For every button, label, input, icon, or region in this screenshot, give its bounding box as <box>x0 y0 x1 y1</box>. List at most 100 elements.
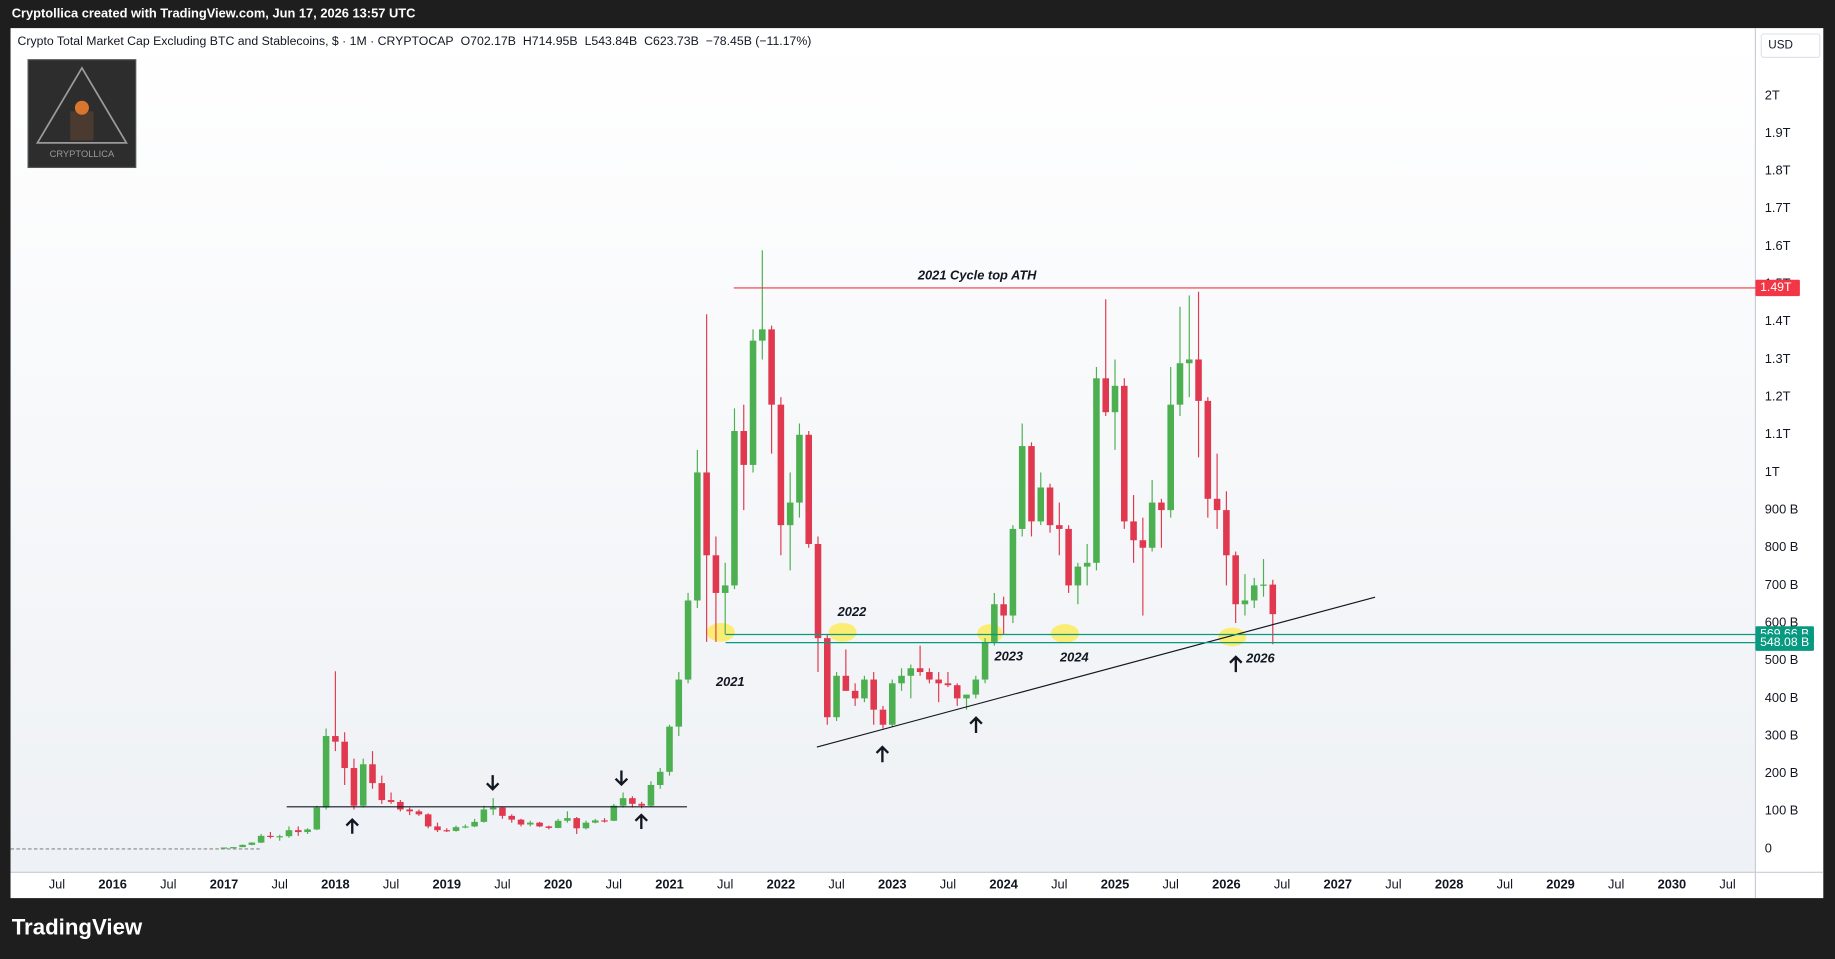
annotation: 2021 Cycle top ATH <box>917 268 1037 283</box>
logo-fire <box>74 100 89 115</box>
candle-body <box>610 805 618 821</box>
price-axis <box>1755 28 1824 873</box>
candle-body <box>1148 502 1156 548</box>
candle-body <box>694 472 701 601</box>
candle-body <box>322 736 330 808</box>
candle-body <box>703 472 710 556</box>
candle-body <box>387 800 395 802</box>
candle-body <box>926 672 933 680</box>
y-tick-label: 800 B <box>1765 539 1799 554</box>
arrows <box>345 655 1243 834</box>
price-label-box <box>1755 634 1814 651</box>
candle-body <box>406 809 413 812</box>
logo-triangle <box>35 66 128 144</box>
candle-body <box>1213 498 1221 511</box>
candle-body <box>517 819 525 825</box>
x-tick-label: 2025 <box>1101 877 1130 892</box>
x-tick-label: 2022 <box>767 877 796 892</box>
y-tick-label: 0 <box>1765 840 1772 855</box>
candle-body <box>721 585 729 593</box>
price-label: 548.08 B <box>1760 635 1809 649</box>
x-tick-label: Jul <box>717 877 733 892</box>
y-tick-label: 200 B <box>1765 765 1799 780</box>
chart-title: Crypto Total Market Cap Excluding BTC an… <box>18 34 454 48</box>
candle-body <box>1000 604 1007 616</box>
x-tick-label: 2016 <box>98 877 127 892</box>
candle-body <box>462 826 469 828</box>
candle-body <box>536 822 543 827</box>
candle-body <box>814 543 822 639</box>
candle-body <box>907 668 915 676</box>
candle-body <box>861 679 868 699</box>
candle-body <box>712 555 720 593</box>
y-tick-label: 1.7T <box>1765 200 1791 215</box>
candle-body <box>824 638 831 718</box>
candle-body <box>1037 487 1045 522</box>
candle-body <box>833 675 840 718</box>
annotation: 2024 <box>1059 649 1089 664</box>
candle-body <box>220 847 228 849</box>
candle-body <box>953 685 961 699</box>
x-tick-label: Jul <box>160 877 176 892</box>
currency-box[interactable] <box>1760 33 1821 58</box>
x-tick-label: 2027 <box>1323 877 1352 892</box>
candle-body <box>1028 446 1035 522</box>
x-tick-label: Jul <box>1608 877 1624 892</box>
candle-body <box>935 679 942 684</box>
y-tick-label: 600 B <box>1765 614 1799 629</box>
annotation: 2023 <box>993 648 1023 663</box>
candle-body <box>666 726 673 772</box>
candle-body <box>1250 585 1258 601</box>
x-tick-label: Jul <box>828 877 844 892</box>
x-tick-label: 2018 <box>321 877 350 892</box>
x-tick-label: Jul <box>1051 877 1067 892</box>
candle-body <box>508 815 516 820</box>
candle-body <box>230 847 237 849</box>
candle-body <box>898 675 905 684</box>
candle-body <box>1074 566 1082 586</box>
candle-body <box>656 771 664 785</box>
y-tick-label: 1.9T <box>1765 125 1791 140</box>
x-tick-label: Jul <box>1274 877 1290 892</box>
candle-body <box>638 803 645 806</box>
credit: Cryptollica created with TradingView.com… <box>12 5 416 20</box>
x-tick-label: 2026 <box>1212 877 1241 892</box>
candle-body <box>749 340 757 465</box>
candle-body <box>1260 584 1267 586</box>
x-tick-label: Jul <box>606 877 622 892</box>
candle-body <box>573 818 580 829</box>
candle-body <box>759 329 766 341</box>
candle-body <box>768 329 775 405</box>
candle-body <box>1093 378 1100 563</box>
candle-body <box>489 807 497 810</box>
candle-body <box>1121 385 1128 522</box>
candle-body <box>1195 359 1202 401</box>
y-tick-label: 500 B <box>1765 652 1799 667</box>
candle-body <box>239 844 246 848</box>
candle-body <box>675 679 683 727</box>
candle-body <box>545 826 553 828</box>
candle-body <box>629 798 636 804</box>
candle-body <box>740 431 748 465</box>
candle-body <box>304 829 311 833</box>
x-tick-label: 2029 <box>1546 877 1575 892</box>
y-tick-label: 1.8T <box>1765 163 1791 178</box>
x-tick-label: 2019 <box>432 877 461 892</box>
candle-body <box>397 801 404 810</box>
candle-body <box>359 764 367 806</box>
candle-body <box>1167 404 1174 511</box>
candle-body <box>963 694 970 699</box>
candle-body <box>434 826 441 831</box>
currency: USD <box>1768 39 1793 52</box>
y-tick-label: 100 B <box>1765 803 1799 818</box>
candle-body <box>369 764 376 784</box>
candle-body <box>851 690 859 699</box>
x-tick-label: Jul <box>1719 877 1735 892</box>
candle-body <box>248 842 256 845</box>
highlight <box>828 622 857 642</box>
arrow-down <box>486 775 500 791</box>
candle-body <box>452 827 460 831</box>
highlight <box>1050 624 1079 643</box>
candle-body <box>591 820 599 823</box>
candle-body <box>888 683 896 725</box>
